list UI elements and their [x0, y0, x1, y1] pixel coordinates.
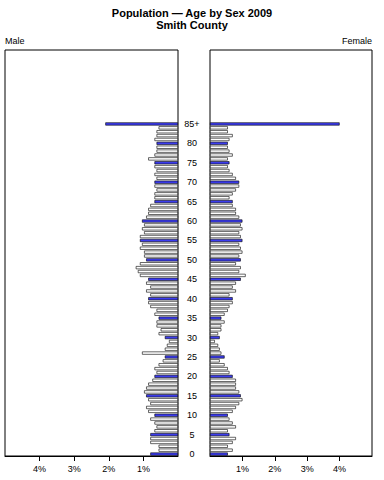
svg-text:25: 25 — [187, 352, 197, 362]
svg-text:4%: 4% — [33, 464, 46, 474]
svg-text:45: 45 — [187, 274, 197, 284]
svg-text:85+: 85+ — [184, 119, 199, 129]
svg-text:5: 5 — [189, 430, 194, 440]
svg-text:0: 0 — [189, 449, 194, 459]
svg-text:75: 75 — [187, 158, 197, 168]
svg-text:55: 55 — [187, 235, 197, 245]
svg-text:15: 15 — [187, 391, 197, 401]
svg-text:80: 80 — [187, 138, 197, 148]
svg-text:40: 40 — [187, 294, 197, 304]
svg-text:1%: 1% — [236, 464, 249, 474]
svg-text:Population — Age by Sex 2009: Population — Age by Sex 2009 — [112, 7, 272, 19]
svg-text:3%: 3% — [301, 464, 314, 474]
svg-text:3%: 3% — [68, 464, 81, 474]
svg-text:Female: Female — [342, 36, 372, 46]
svg-text:35: 35 — [187, 313, 197, 323]
svg-text:2%: 2% — [102, 464, 115, 474]
svg-text:30: 30 — [187, 333, 197, 343]
svg-text:2%: 2% — [268, 464, 281, 474]
svg-text:10: 10 — [187, 410, 197, 420]
svg-text:50: 50 — [187, 255, 197, 265]
svg-text:4%: 4% — [333, 464, 346, 474]
svg-text:60: 60 — [187, 216, 197, 226]
svg-text:65: 65 — [187, 197, 197, 207]
svg-text:20: 20 — [187, 371, 197, 381]
svg-text:Smith County: Smith County — [156, 19, 228, 31]
svg-text:Male: Male — [5, 36, 25, 46]
svg-text:1%: 1% — [137, 464, 150, 474]
svg-text:70: 70 — [187, 177, 197, 187]
